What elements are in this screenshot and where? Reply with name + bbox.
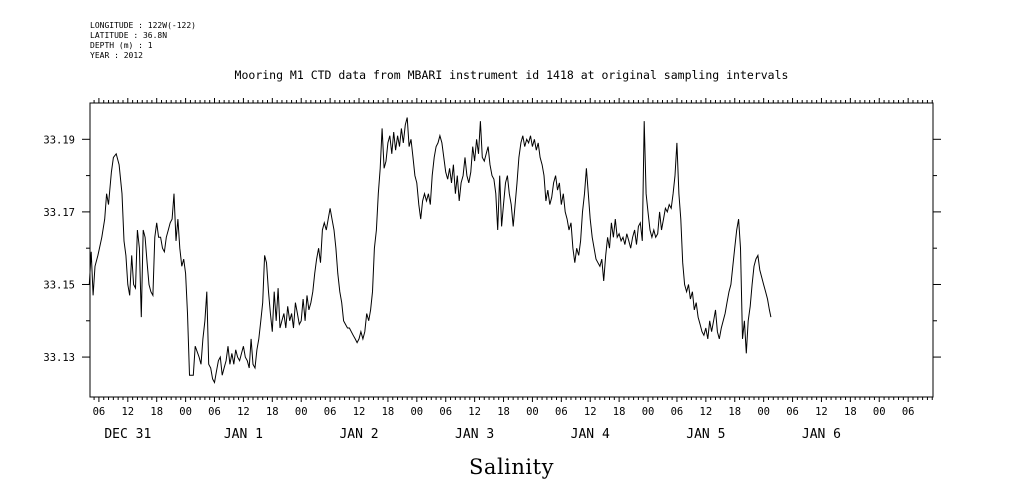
x-hour-tick-label: 12 xyxy=(237,406,250,418)
x-hour-tick-label: 18 xyxy=(266,406,279,418)
meta-depth: DEPTH (m) : 1 xyxy=(90,41,153,50)
x-hour-tick-label: 00 xyxy=(873,406,886,418)
x-hour-tick-label: 12 xyxy=(468,406,481,418)
x-hour-tick-label: 06 xyxy=(439,406,452,418)
x-hour-tick-label: 18 xyxy=(150,406,163,418)
x-hour-tick-label: 00 xyxy=(526,406,539,418)
meta-longitude: LONGITUDE : 122W(-122) xyxy=(90,21,196,30)
y-tick-label: 33.19 xyxy=(43,134,75,146)
x-day-label: JAN 5 xyxy=(686,427,725,442)
x-day-label: DEC 31 xyxy=(104,427,151,442)
x-day-label: JAN 2 xyxy=(339,427,378,442)
x-hour-tick-label: 12 xyxy=(121,406,134,418)
x-hour-tick-label: 18 xyxy=(497,406,510,418)
x-hour-tick-label: 06 xyxy=(786,406,799,418)
x-hour-tick-label: 00 xyxy=(642,406,655,418)
x-hour-tick-label: 12 xyxy=(700,406,713,418)
x-day-label: JAN 3 xyxy=(455,427,494,442)
x-hour-tick-label: 00 xyxy=(295,406,308,418)
chart-title: Mooring M1 CTD data from MBARI instrumen… xyxy=(234,68,789,82)
x-hour-tick-label: 18 xyxy=(728,406,741,418)
plot-frame xyxy=(89,102,934,398)
x-hour-tick-label: 06 xyxy=(93,406,106,418)
x-hour-tick-label: 00 xyxy=(410,406,423,418)
series-line-salinity xyxy=(88,117,772,385)
x-hour-tick-label: 06 xyxy=(671,406,684,418)
x-hour-tick-label: 00 xyxy=(757,406,770,418)
x-axis-label: Salinity xyxy=(469,455,554,479)
meta-year: YEAR : 2012 xyxy=(90,51,143,60)
x-hour-tick-label: 12 xyxy=(353,406,366,418)
x-hour-tick-label: 06 xyxy=(208,406,221,418)
y-tick-label: 33.17 xyxy=(43,207,75,219)
x-hour-tick-label: 00 xyxy=(179,406,192,418)
y-tick-label: 33.15 xyxy=(43,279,75,291)
x-hour-tick-label: 18 xyxy=(382,406,395,418)
x-hour-tick-label: 06 xyxy=(324,406,337,418)
x-day-label: JAN 6 xyxy=(802,427,841,442)
y-tick-label: 33.13 xyxy=(43,352,75,364)
meta-latitude: LATITUDE : 36.8N xyxy=(90,31,168,40)
axes-layer: 06 12 18 00 06 12 18 00 06 12 18 00 06 12 18 00 06 12 18 00… xyxy=(43,98,941,442)
x-hour-tick-label: 12 xyxy=(584,406,597,418)
x-hour-tick-label: 06 xyxy=(902,406,915,418)
x-day-label: JAN 1 xyxy=(224,427,263,442)
x-hour-tick-label: 06 xyxy=(555,406,568,418)
x-hour-tick-label: 18 xyxy=(844,406,857,418)
metadata-block: LONGITUDE : 122W(-122) LATITUDE : 36.8N … xyxy=(90,21,196,61)
x-day-label: JAN 4 xyxy=(571,427,610,442)
x-hour-tick-label: 12 xyxy=(815,406,828,418)
x-hour-tick-label: 18 xyxy=(613,406,626,418)
